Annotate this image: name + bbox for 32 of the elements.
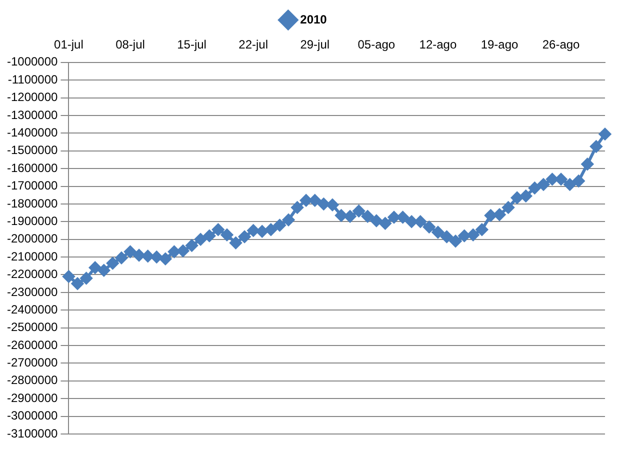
y-tick-label: -1400000	[6, 125, 58, 140]
y-tick-label: -2000000	[6, 232, 58, 246]
x-tick-label: 26-ago	[542, 38, 580, 52]
y-tick-label: -2500000	[6, 320, 58, 334]
x-tick-label: 19-ago	[480, 38, 519, 52]
y-tick-label: -2200000	[6, 267, 58, 282]
y-tick-label: -1100000	[8, 72, 58, 86]
y-tick-label: -2900000	[6, 390, 58, 405]
y-tick-label: -3100000	[6, 426, 58, 440]
y-tick-label: -2800000	[6, 373, 58, 388]
y-tick-label: -2300000	[6, 284, 58, 299]
x-tick-label: 15-jul	[177, 38, 206, 52]
x-tick-label: 08-jul	[116, 38, 145, 52]
y-tick-label: -3000000	[6, 408, 58, 423]
y-tick-label: -1900000	[6, 214, 58, 228]
y-tick-label: -2100000	[6, 249, 58, 264]
y-tick-label: -1000000	[6, 54, 58, 69]
x-tick-label: 05-ago	[358, 38, 396, 52]
x-tick-label: 29-jul	[300, 38, 330, 52]
y-tick-label: -2400000	[6, 302, 58, 316]
x-tick-label: 01-jul	[54, 38, 84, 52]
y-tick-label: -1200000	[6, 90, 58, 104]
y-tick-label: -1600000	[6, 160, 58, 175]
y-tick-label: -1700000	[6, 178, 58, 193]
y-tick-label: -2700000	[6, 356, 58, 370]
y-tick-label: -1300000	[6, 108, 58, 122]
x-tick-label: 12-ago	[419, 38, 457, 52]
y-tick-label: -1500000	[6, 143, 58, 158]
y-tick-label: -1800000	[6, 196, 58, 210]
x-tick-label: 22-jul	[238, 38, 268, 52]
legend-label: 2010	[300, 12, 328, 26]
y-tick-label: -2600000	[6, 338, 58, 352]
